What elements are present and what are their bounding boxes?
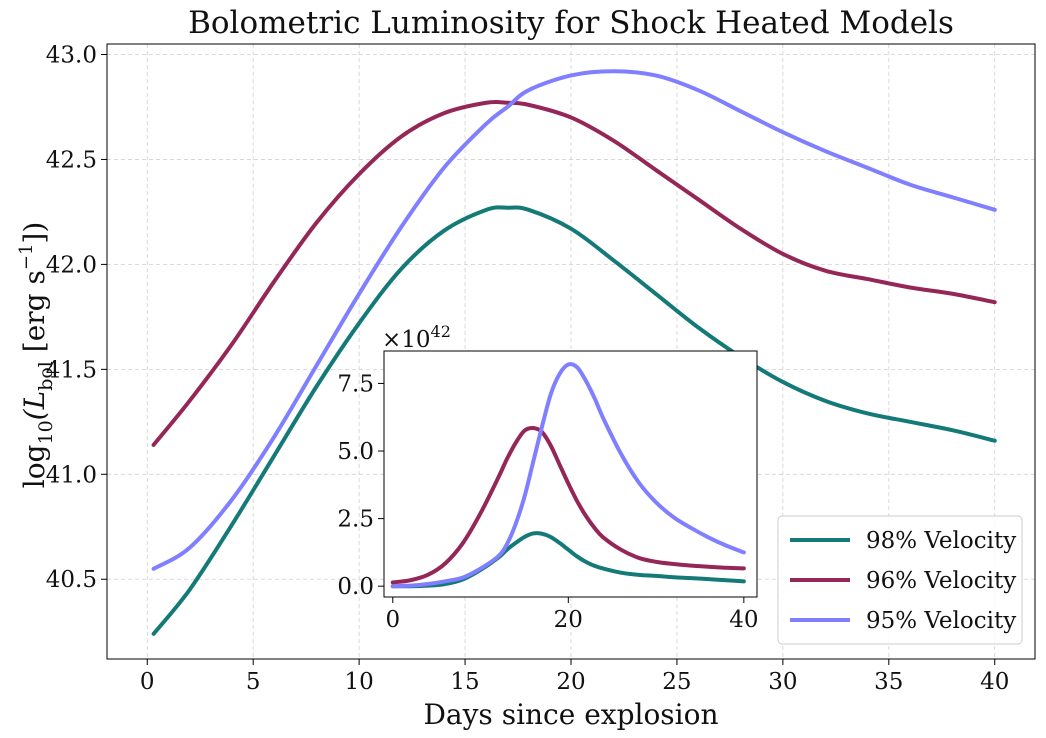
inset-y-tick-label: 0.0 (337, 574, 374, 600)
inset-series-line-95-velocity (390, 362, 746, 589)
inset-offset-base: ×10 (382, 327, 431, 353)
x-tick-label: 0 (140, 669, 155, 695)
inset-offset-exp: 42 (431, 322, 451, 341)
inset-plot-area (390, 362, 746, 589)
inset-series-line-96-velocity (390, 425, 746, 585)
legend-box (777, 515, 1023, 645)
inset-x-tick-label: 0 (385, 607, 400, 633)
series-line-95-velocity (151, 69, 997, 571)
y-tick-label: 42.5 (46, 147, 97, 173)
x-tick-label: 20 (556, 669, 585, 695)
main-plot-area (151, 69, 997, 636)
y-axis-label: log10(Lbol [erg s−1]) (16, 222, 57, 489)
inset-frame (383, 350, 758, 598)
y-tick-label: 43.0 (46, 42, 97, 68)
y-tick-label: 42.0 (46, 252, 97, 278)
y-tick-label: 40.5 (46, 567, 97, 593)
y-axis-label-log: log (18, 444, 51, 488)
series-line-98-velocity (151, 205, 997, 636)
inset-x-tick-label: 20 (554, 607, 583, 633)
series-line-96-velocity (151, 99, 997, 447)
x-tick-label: 25 (662, 669, 691, 695)
main-axis-ticks: 0 5 10 15 20 25 30 35 40 40.5 41.0 41.5 42.0 42.5 43.0 (46, 42, 1010, 695)
inset-offset-label: ×1042 (382, 322, 451, 353)
inset-x-tick-label: 40 (729, 607, 758, 633)
chart-title: Bolometric Luminosity for Shock Heated M… (188, 5, 954, 41)
x-tick-label: 15 (450, 669, 479, 695)
y-axis-label-exp: −1 (16, 244, 37, 271)
inset-y-tick-label: 5.0 (337, 439, 374, 465)
y-axis-label-close: ]) (18, 222, 51, 244)
x-tick-label: 5 (246, 669, 261, 695)
y-axis-label-bol: bol (35, 361, 57, 391)
legend: 98% Velocity 96% Velocity 95% Velocity (777, 515, 1023, 645)
y-tick-label: 41.0 (46, 462, 97, 488)
x-tick-label: 35 (874, 669, 903, 695)
x-axis-label: Days since explosion (423, 698, 718, 731)
inset-y-tick-label: 2.5 (337, 507, 374, 533)
inset-chart: 0 20 40 0.0 2.5 5.0 7.5 ×1042 (337, 322, 758, 633)
legend-entry-label: 98% Velocity (866, 528, 1016, 554)
x-tick-label: 10 (344, 669, 373, 695)
y-axis-label-units: [erg s (18, 270, 51, 361)
inset-axis-ticks: 0 20 40 0.0 2.5 5.0 7.5 (337, 371, 758, 633)
y-tick-label: 41.5 (46, 357, 97, 383)
inset-y-tick-label: 7.5 (337, 371, 374, 397)
inset-background (384, 351, 757, 597)
legend-entry-label: 96% Velocity (866, 568, 1016, 594)
x-tick-label: 40 (980, 669, 1009, 695)
x-tick-label: 30 (768, 669, 797, 695)
y-axis-label-base: 10 (35, 420, 57, 444)
y-axis-label-l: (L (18, 391, 51, 421)
legend-entry-label: 95% Velocity (866, 608, 1016, 634)
